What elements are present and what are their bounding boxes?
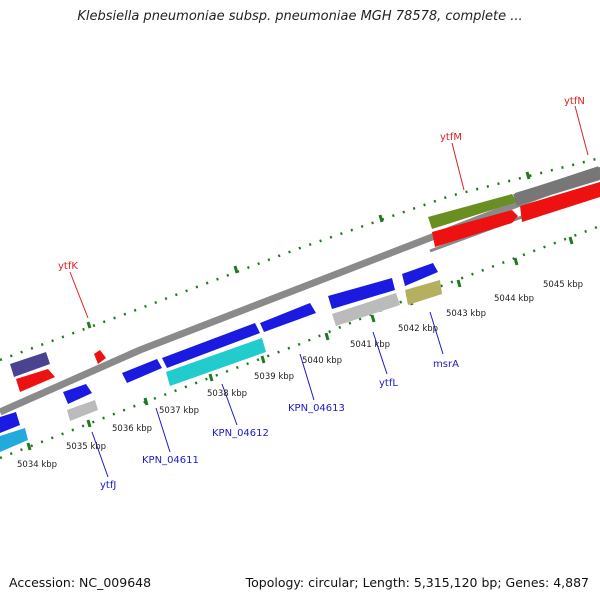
- leader-KPN04613: [299, 353, 315, 401]
- gene-ytfK[interactable]: [94, 350, 106, 364]
- gene-labels-top: ytfK ytfM ytfN: [58, 96, 585, 272]
- kbp-label: 5035 kbp: [66, 442, 106, 452]
- leader-msrA: [429, 311, 444, 355]
- gene-ytfL-blue[interactable]: [328, 278, 395, 309]
- map-title: Klebsiella pneumoniae subsp. pneumoniae …: [77, 9, 523, 24]
- footer-topology: Topology: circular; Length: 5,315,120 bp…: [245, 575, 589, 590]
- kbp-label: 5039 kbp: [254, 372, 294, 382]
- major-tick: [208, 373, 214, 382]
- major-ticks-bottom: [26, 236, 574, 451]
- gene-KPN04611[interactable]: [122, 359, 162, 383]
- kbp-label: 5036 kbp: [112, 424, 152, 434]
- gene-KPN04613[interactable]: [260, 303, 316, 332]
- footer-accession: Accession: NC_009648: [9, 575, 152, 590]
- gene-red-right1[interactable]: [432, 210, 518, 247]
- gene-ytfM[interactable]: [428, 194, 517, 229]
- major-tick: [324, 332, 330, 341]
- gene-label-ytfK[interactable]: ytfK: [58, 261, 78, 272]
- gene-KPN04612-blue[interactable]: [162, 323, 260, 368]
- genes: [0, 167, 600, 452]
- gene-label-KPN04613[interactable]: KPN_04613: [288, 403, 345, 414]
- kbp-label: 5037 kbp: [159, 406, 199, 416]
- leader-ytfN: [574, 105, 589, 156]
- kbp-label: 5040 kbp: [302, 356, 342, 366]
- major-tick: [378, 214, 384, 223]
- gene-label-KPN04611[interactable]: KPN_04611: [142, 455, 199, 466]
- gene-ytfJ-blue[interactable]: [63, 384, 92, 404]
- kbp-label: 5034 kbp: [17, 460, 57, 470]
- gene-KPN04612-cyan[interactable]: [166, 338, 266, 386]
- gene-msrA-blue[interactable]: [402, 263, 438, 286]
- major-tick: [456, 279, 462, 288]
- major-ticks-top: [86, 171, 531, 329]
- backbone-line-main: [0, 168, 600, 416]
- major-tick: [143, 397, 149, 406]
- kbp-labels: 5034 kbp 5035 kbp 5036 kbp 5037 kbp 5038…: [17, 280, 583, 470]
- gene-label-ytfN[interactable]: ytfN: [564, 96, 585, 107]
- leader-KPN04612: [221, 383, 238, 426]
- major-tick: [513, 257, 519, 266]
- gene-label-msrA[interactable]: msrA: [433, 359, 459, 370]
- gene-red-right2[interactable]: [520, 182, 600, 222]
- major-tick: [260, 355, 266, 364]
- leader-ytfK: [69, 271, 89, 319]
- major-tick: [233, 265, 239, 274]
- kbp-label: 5042 kbp: [398, 324, 438, 334]
- kbp-label: 5038 kbp: [207, 389, 247, 399]
- kbp-label: 5044 kbp: [494, 294, 534, 304]
- gene-label-ytfM[interactable]: ytfM: [440, 132, 462, 143]
- major-tick: [525, 171, 531, 180]
- leader-ytfL: [372, 331, 388, 375]
- kbp-label: 5041 kbp: [350, 340, 390, 350]
- gene-labels-bottom: ytfJ KPN_04611 KPN_04612 KPN_04613 ytfL …: [100, 359, 459, 491]
- leader-KPN04611: [155, 407, 171, 453]
- gene-skyblue-left[interactable]: [0, 428, 28, 452]
- gene-navy-left[interactable]: [10, 352, 50, 377]
- major-tick: [370, 314, 376, 323]
- kbp-label: 5043 kbp: [446, 309, 486, 319]
- gene-blue-left[interactable]: [0, 412, 20, 433]
- gene-red-left[interactable]: [16, 369, 55, 392]
- major-tick: [568, 236, 574, 245]
- leader-lines: [69, 105, 589, 478]
- major-tick: [86, 321, 92, 329]
- leader-ytfM: [451, 142, 465, 191]
- gene-ytfJ-gray[interactable]: [67, 400, 98, 421]
- gene-ytfN-gray[interactable]: [515, 167, 600, 205]
- backbone: [0, 166, 600, 416]
- tick-track-bottom: [0, 224, 600, 460]
- tick-track-top: [0, 156, 600, 362]
- kbp-label: 5045 kbp: [543, 280, 583, 290]
- leader-ytfJ: [91, 431, 109, 478]
- gene-label-KPN04612[interactable]: KPN_04612: [212, 428, 269, 439]
- gene-ytfL-gray[interactable]: [332, 293, 400, 326]
- gene-label-ytfJ[interactable]: ytfJ: [100, 480, 116, 491]
- major-tick: [26, 442, 32, 451]
- major-tick: [86, 419, 92, 428]
- gene-label-ytfL[interactable]: ytfL: [379, 378, 398, 389]
- gene-msrA-khaki[interactable]: [405, 280, 442, 305]
